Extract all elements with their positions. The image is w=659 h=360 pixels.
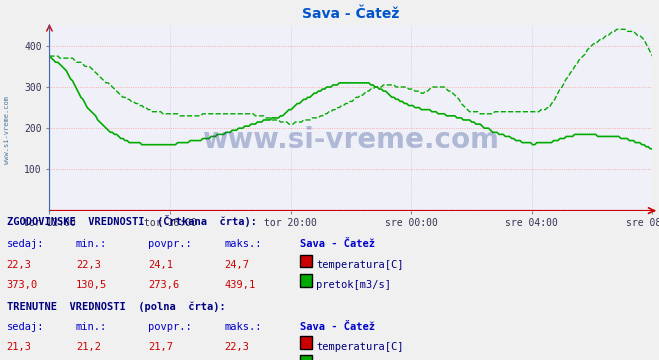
Text: min.:: min.:	[76, 239, 107, 249]
Text: povpr.:: povpr.:	[148, 239, 192, 249]
Text: 21,7: 21,7	[148, 342, 173, 352]
Text: 21,2: 21,2	[76, 342, 101, 352]
Text: TRENUTNE  VREDNOSTI  (polna  črta):: TRENUTNE VREDNOSTI (polna črta):	[7, 301, 225, 312]
Text: www.si-vreme.com: www.si-vreme.com	[3, 96, 10, 163]
Text: Sava - Čatež: Sava - Čatež	[300, 239, 375, 249]
Text: 21,3: 21,3	[7, 342, 32, 352]
Text: temperatura[C]: temperatura[C]	[316, 342, 404, 352]
Text: 24,1: 24,1	[148, 260, 173, 270]
Text: 22,3: 22,3	[7, 260, 32, 270]
Text: sedaj:: sedaj:	[7, 323, 44, 333]
Text: 24,7: 24,7	[224, 260, 249, 270]
Text: www.si-vreme.com: www.si-vreme.com	[202, 126, 500, 154]
Text: ZGODOVINSKE  VREDNOSTI  (Črtkana  črta):: ZGODOVINSKE VREDNOSTI (Črtkana črta):	[7, 215, 256, 227]
Text: 22,3: 22,3	[224, 342, 249, 352]
Text: 439,1: 439,1	[224, 280, 255, 290]
Text: 22,3: 22,3	[76, 260, 101, 270]
Text: maks.:: maks.:	[224, 323, 262, 333]
Title: Sava - Čatež: Sava - Čatež	[302, 7, 399, 21]
Text: Sava - Čatež: Sava - Čatež	[300, 323, 375, 333]
Text: sedaj:: sedaj:	[7, 239, 44, 249]
Text: min.:: min.:	[76, 323, 107, 333]
Text: maks.:: maks.:	[224, 239, 262, 249]
Text: povpr.:: povpr.:	[148, 323, 192, 333]
Text: 130,5: 130,5	[76, 280, 107, 290]
Text: temperatura[C]: temperatura[C]	[316, 260, 404, 270]
Text: 373,0: 373,0	[7, 280, 38, 290]
Text: pretok[m3/s]: pretok[m3/s]	[316, 280, 391, 290]
Text: 273,6: 273,6	[148, 280, 179, 290]
